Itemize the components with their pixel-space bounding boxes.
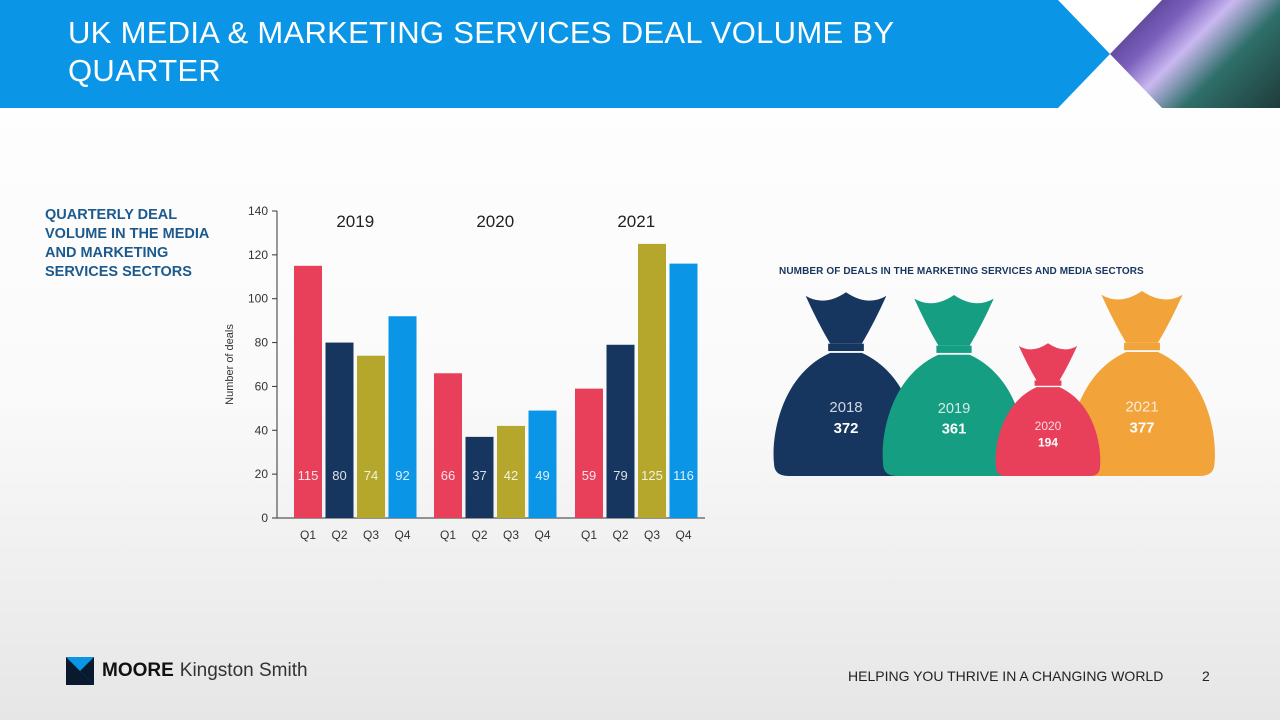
y-tick-label: 0: [261, 511, 268, 525]
bar-value-label: 92: [395, 468, 409, 483]
x-tick-label: Q2: [471, 528, 487, 542]
company-logo: MOORE Kingston Smith: [66, 656, 308, 686]
page-title: UK MEDIA & MARKETING SERVICES DEAL VOLUM…: [68, 15, 894, 88]
pictogram-title: NUMBER OF DEALS IN THE MARKETING SERVICE…: [779, 266, 1144, 277]
money-bag: 2020 194: [995, 343, 1101, 476]
logo-brand-text: MOORE: [102, 660, 174, 681]
footer-tagline: HELPING YOU THRIVE IN A CHANGING WORLD: [848, 668, 1164, 684]
bar: [357, 355, 385, 518]
bar: [434, 373, 462, 518]
logo-sub-text: Kingston Smith: [179, 660, 308, 681]
bar: [669, 263, 698, 518]
header-band: [0, 0, 1110, 108]
group-label: 2021: [617, 212, 655, 231]
y-tick-label: 80: [255, 336, 269, 350]
corner-decoration: [1110, 0, 1280, 108]
money-bag: 2018 372: [773, 292, 919, 476]
bar-value-label: 37: [472, 468, 486, 483]
bag-value-label: 194: [1038, 436, 1058, 450]
bag-value-label: 377: [1129, 420, 1154, 437]
bar: [606, 344, 635, 518]
bar: [528, 410, 557, 518]
bar: [638, 243, 666, 518]
x-tick-label: Q1: [581, 528, 597, 542]
bar: [575, 388, 603, 518]
bar: [325, 342, 354, 518]
x-tick-label: Q3: [644, 528, 660, 542]
y-tick-label: 20: [255, 467, 269, 481]
x-tick-label: Q2: [331, 528, 347, 542]
bag-value-label: 361: [942, 421, 966, 437]
bag-year-label: 2018: [829, 400, 862, 416]
y-tick-label: 100: [248, 292, 268, 306]
x-tick-label: Q4: [675, 528, 691, 542]
bar-value-label: 42: [504, 468, 518, 483]
x-tick-label: Q4: [394, 528, 410, 542]
bar: [294, 265, 322, 518]
bag-year-label: 2020: [1035, 419, 1062, 433]
bar-value-label: 115: [298, 468, 319, 483]
page-number: 2: [1202, 668, 1210, 684]
group-label: 2020: [476, 212, 514, 231]
quarterly-deal-bar-chart: 0 20 40 60 80 100 120 140 Number of deals 2019 115…: [224, 204, 705, 542]
x-tick-label: Q2: [612, 528, 628, 542]
y-tick-label: 40: [255, 423, 269, 437]
y-tick-label: 60: [255, 379, 269, 393]
bar-value-label: 80: [332, 468, 346, 483]
bar-value-label: 116: [673, 468, 694, 483]
bag-value-label: 372: [834, 421, 859, 437]
moore-logo-icon: [66, 657, 94, 685]
x-tick-label: Q3: [363, 528, 379, 542]
bar: [497, 425, 525, 518]
bar-value-label: 49: [535, 468, 549, 483]
bag-year-label: 2019: [938, 401, 971, 417]
bar: [388, 316, 417, 518]
x-tick-label: Q3: [503, 528, 519, 542]
x-tick-label: Q4: [534, 528, 550, 542]
x-tick-label: Q1: [440, 528, 456, 542]
y-axis-title: Number of deals: [224, 324, 236, 405]
chart-caption: QUARTERLY DEAL VOLUME IN THE MEDIA AND M…: [45, 207, 209, 280]
y-tick-label: 140: [248, 204, 268, 218]
money-bag: 2021 377: [1069, 291, 1215, 476]
y-tick-label: 120: [248, 248, 268, 262]
group-label: 2019: [336, 212, 374, 231]
bar-value-label: 66: [441, 468, 455, 483]
bar-value-label: 74: [364, 468, 378, 483]
bar-value-label: 79: [613, 468, 627, 483]
bar-value-label: 125: [641, 468, 663, 483]
bag-year-label: 2021: [1125, 399, 1158, 416]
x-tick-label: Q1: [300, 528, 316, 542]
bar-value-label: 59: [582, 468, 596, 483]
money-bag: 2019 361: [882, 294, 1026, 476]
bar: [465, 436, 494, 518]
annual-deals-bag-chart: 2018 372 2021 377 2019 361 2020 194: [773, 291, 1215, 476]
